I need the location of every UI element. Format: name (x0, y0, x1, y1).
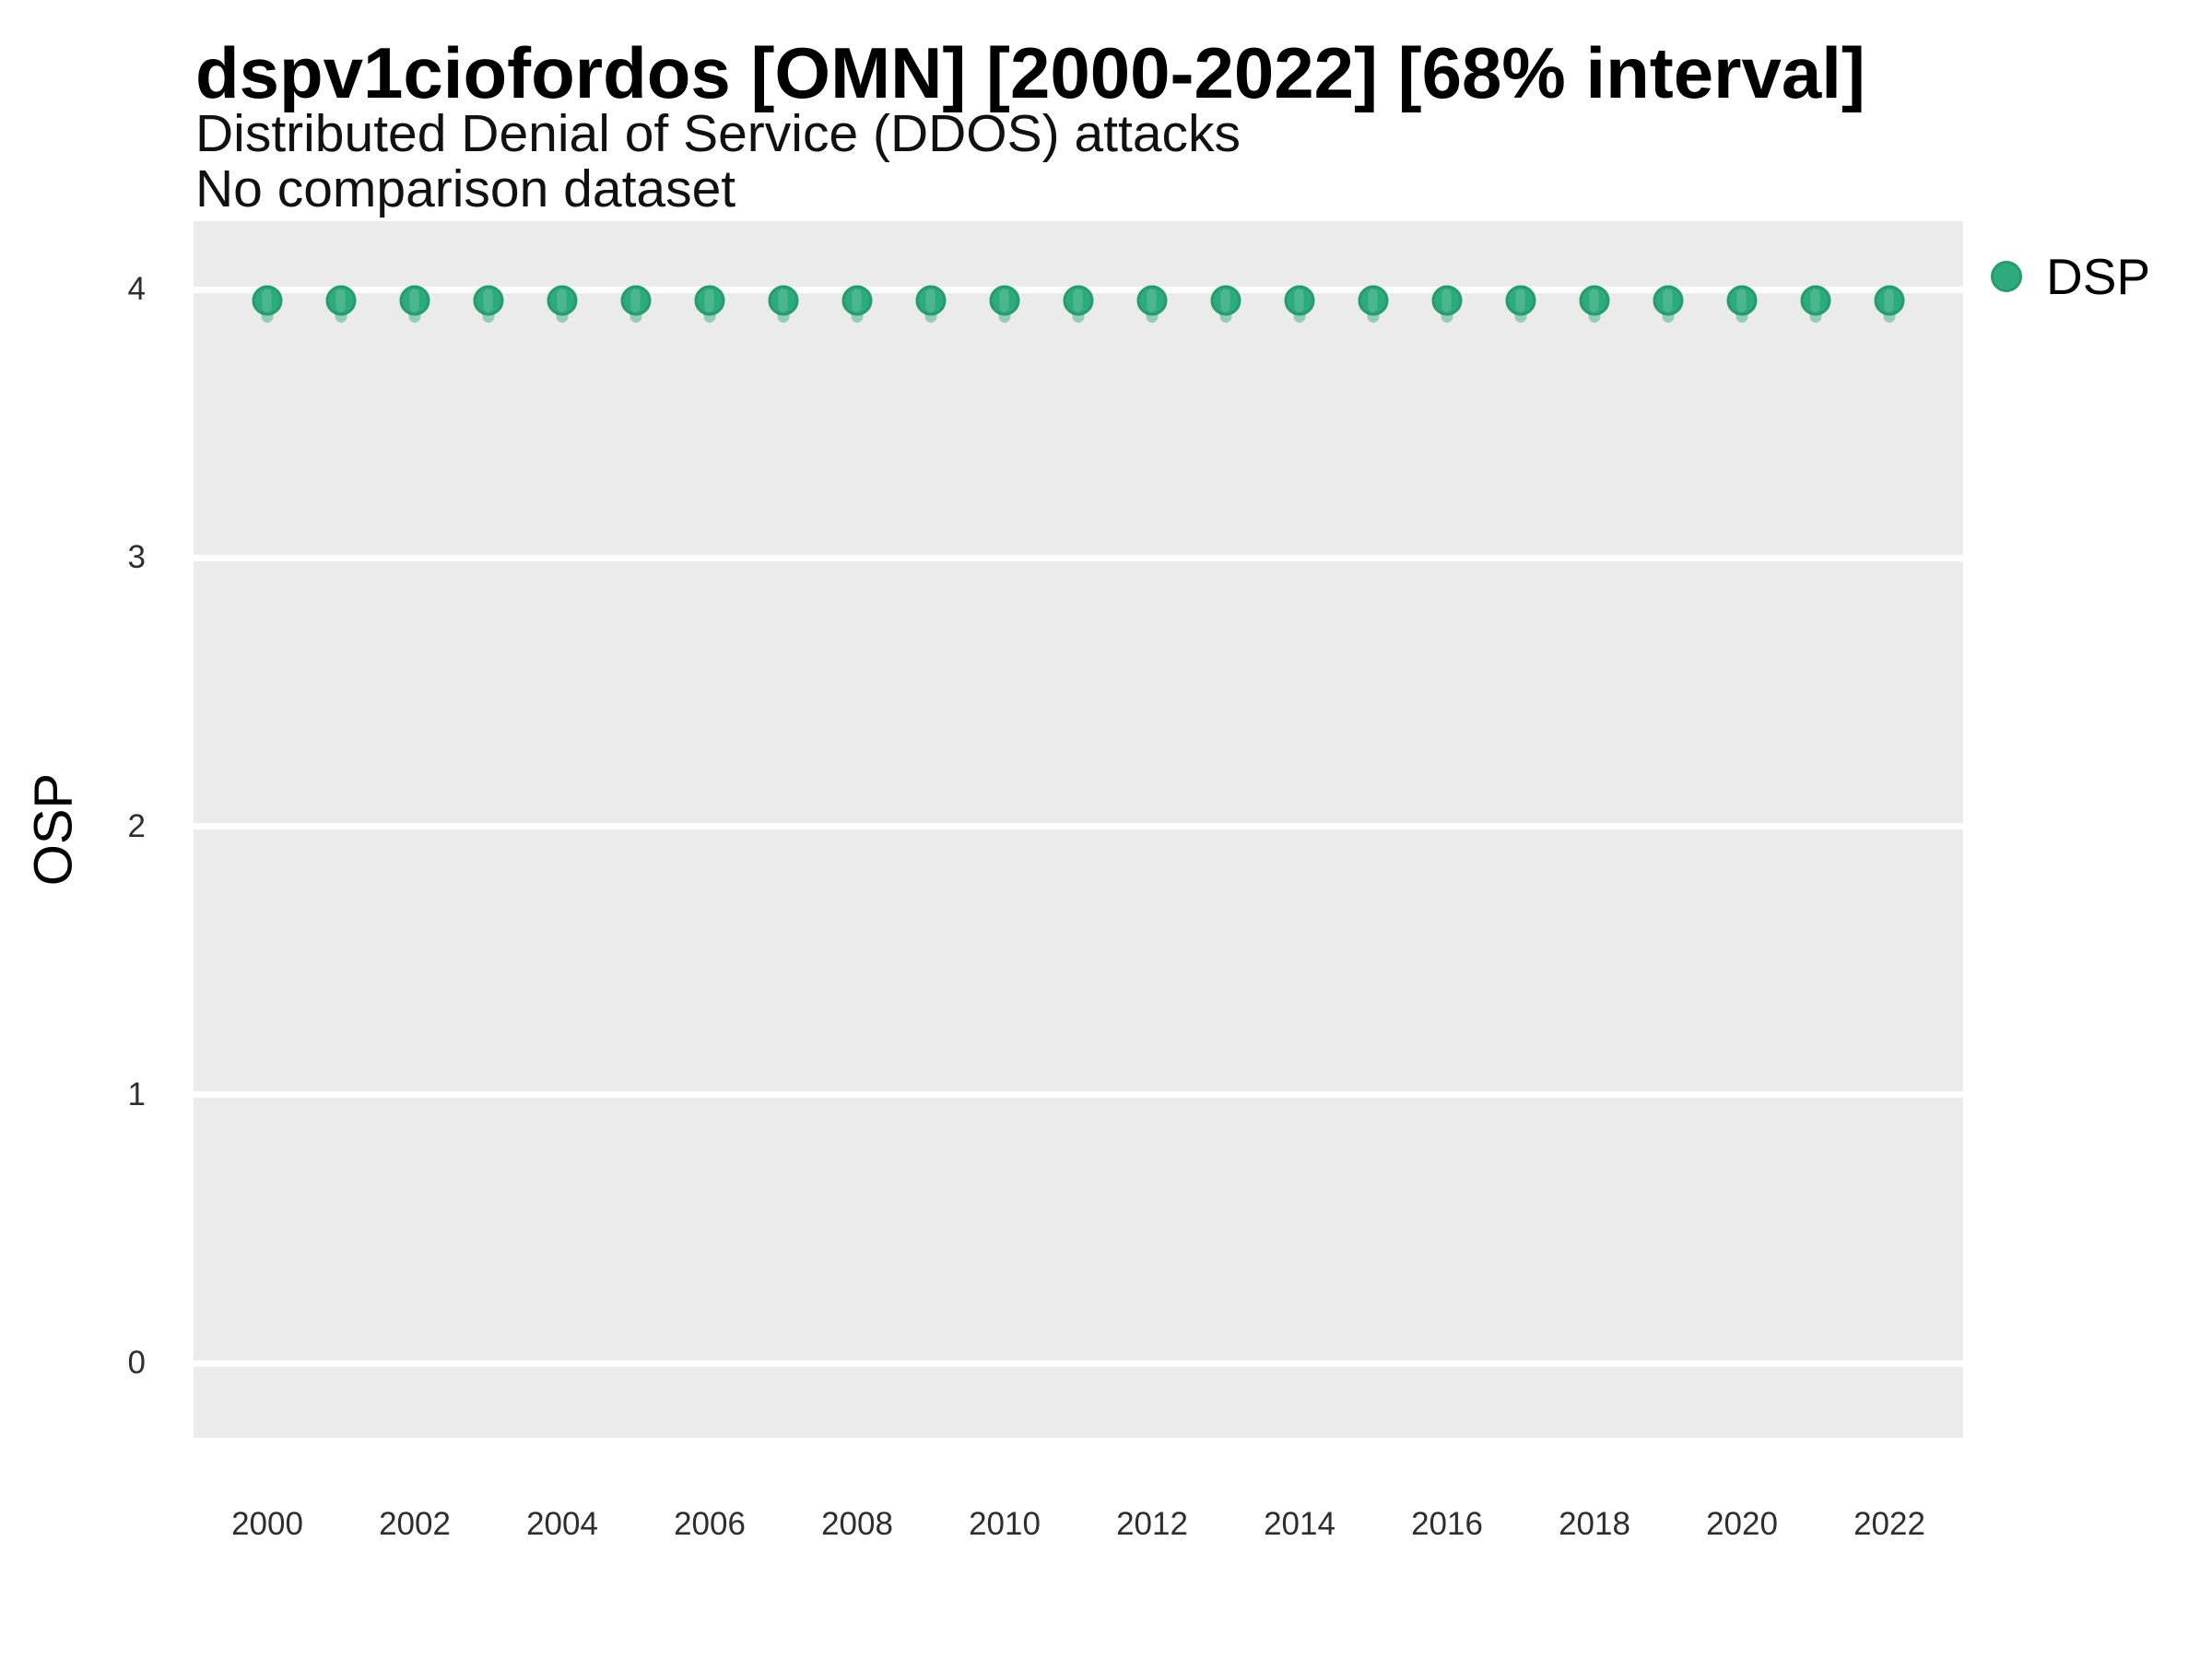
data-point-highlight (1663, 288, 1673, 312)
data-point (1800, 285, 1831, 316)
data-point-highlight (1515, 288, 1525, 312)
data-point (1284, 285, 1315, 316)
x-tick-label: 2000 (231, 1506, 303, 1542)
legend-key-dot (1991, 261, 2022, 292)
data-point (989, 285, 1020, 316)
data-point-highlight (1368, 288, 1378, 312)
y-gridline (194, 1359, 1963, 1367)
y-gridline (194, 1091, 1963, 1099)
data-point-highlight (852, 288, 862, 312)
data-point (1874, 285, 1905, 316)
data-point-highlight (778, 288, 788, 312)
data-point (325, 285, 357, 316)
x-tick-label: 2004 (526, 1506, 598, 1542)
y-tick-label: 2 (127, 807, 146, 844)
data-point-highlight (1073, 288, 1083, 312)
data-point-highlight (630, 288, 641, 312)
data-point (252, 285, 283, 316)
data-point (1063, 285, 1094, 316)
x-tick-label: 2012 (1116, 1506, 1188, 1542)
data-point-highlight (1220, 288, 1230, 312)
data-point (1726, 285, 1758, 316)
data-point (473, 285, 504, 316)
data-point-highlight (335, 288, 346, 312)
data-point-highlight (1736, 288, 1747, 312)
data-point-highlight (1884, 288, 1894, 312)
y-tick-label: 0 (127, 1345, 146, 1381)
data-point-highlight (1147, 288, 1157, 312)
x-tick-label: 2010 (969, 1506, 1041, 1542)
legend: DSP (1991, 247, 2150, 306)
y-gridline (194, 823, 1963, 830)
x-tick-label: 2002 (379, 1506, 451, 1542)
data-point (768, 285, 799, 316)
data-point (1653, 285, 1684, 316)
data-point (1505, 285, 1536, 316)
data-point (1579, 285, 1610, 316)
x-tick-label: 2018 (1559, 1506, 1630, 1542)
data-point (1358, 285, 1389, 316)
data-point (694, 285, 725, 316)
data-point-highlight (409, 288, 419, 312)
data-point-highlight (1589, 288, 1599, 312)
data-point (1210, 285, 1241, 316)
plot-panel (194, 221, 1963, 1438)
data-point-highlight (925, 288, 935, 312)
data-point-highlight (1294, 288, 1304, 312)
x-tick-label: 2006 (674, 1506, 746, 1542)
data-point (620, 285, 652, 316)
data-point-highlight (262, 288, 272, 312)
data-point-highlight (557, 288, 567, 312)
y-tick-label: 4 (127, 271, 146, 307)
legend-label: DSP (2046, 248, 2151, 305)
y-tick-label: 1 (127, 1076, 146, 1112)
data-point-highlight (999, 288, 1009, 312)
data-point (915, 285, 947, 316)
data-point (841, 285, 873, 316)
y-tick-label: 3 (127, 539, 146, 576)
data-point-highlight (1441, 288, 1452, 312)
data-point-highlight (483, 288, 493, 312)
data-point (547, 285, 578, 316)
data-point (1431, 285, 1463, 316)
data-point (1136, 285, 1168, 316)
x-tick-label: 2022 (1853, 1506, 1925, 1542)
x-tick-label: 2016 (1411, 1506, 1483, 1542)
x-tick-label: 2008 (821, 1506, 893, 1542)
data-point (399, 285, 430, 316)
y-gridline (194, 554, 1963, 561)
chart-subtitle-secondary: No comparison dataset (195, 159, 736, 218)
chart-subtitle: Distributed Denial of Service (DDOS) att… (195, 104, 1241, 163)
data-point-highlight (1810, 288, 1820, 312)
chart-title: dspv1ciofordos [OMN] [2000-2022] [68% in… (195, 32, 1865, 113)
data-point-highlight (704, 288, 714, 312)
x-tick-label: 2020 (1706, 1506, 1778, 1542)
x-tick-label: 2014 (1264, 1506, 1335, 1542)
